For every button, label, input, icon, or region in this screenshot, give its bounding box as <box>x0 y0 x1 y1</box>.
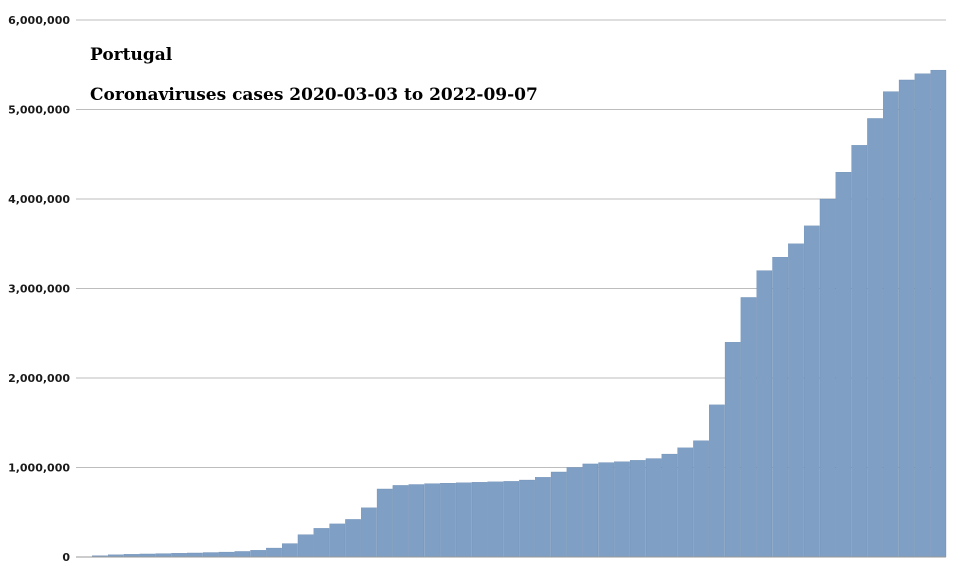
bar <box>629 460 646 558</box>
y-tick-label: 5,000,000 <box>8 104 70 117</box>
bar <box>693 440 709 558</box>
chart-title: Portugal <box>90 45 173 65</box>
bar <box>550 471 567 558</box>
bar <box>329 523 346 558</box>
bar <box>788 243 804 558</box>
bar <box>171 553 187 558</box>
bar <box>313 528 330 558</box>
bar <box>883 91 899 558</box>
bar <box>835 171 852 558</box>
chart-subtitle: Coronaviruses cases 2020-03-03 to 2022-0… <box>90 85 538 105</box>
y-tick-label: 6,000,000 <box>8 14 70 27</box>
bar <box>756 270 773 558</box>
bar <box>645 458 662 558</box>
bar <box>930 69 947 558</box>
y-tick-label: 4,000,000 <box>8 193 70 206</box>
y-tick-label: 0 <box>62 551 70 564</box>
bar-series <box>92 69 947 558</box>
bar <box>709 404 725 558</box>
bar <box>851 145 868 558</box>
bar <box>677 447 694 558</box>
bar <box>535 477 551 558</box>
bar <box>155 553 172 558</box>
bar <box>424 483 440 558</box>
bar <box>914 73 931 558</box>
bar <box>345 519 361 558</box>
bar <box>740 297 757 558</box>
bar <box>867 118 883 558</box>
bar <box>392 485 409 558</box>
bar <box>234 551 251 558</box>
bar <box>724 342 741 558</box>
bar <box>202 552 219 558</box>
bar <box>661 453 678 558</box>
bar <box>598 462 614 558</box>
bar <box>898 79 915 558</box>
bar <box>361 507 377 558</box>
bar <box>582 463 599 558</box>
bar <box>503 481 520 558</box>
y-tick-label: 1,000,000 <box>8 462 70 475</box>
bar <box>519 479 535 558</box>
bar <box>614 461 630 558</box>
bar <box>376 488 393 558</box>
bar <box>471 482 488 558</box>
bar <box>772 257 788 558</box>
bar <box>803 225 820 558</box>
bar <box>440 483 456 558</box>
y-tick-label: 2,000,000 <box>8 372 70 385</box>
bar <box>297 534 314 558</box>
bar <box>408 484 425 558</box>
bar <box>566 467 583 558</box>
bar <box>250 550 266 558</box>
bar <box>266 547 282 558</box>
bar <box>819 198 836 558</box>
bar <box>281 543 298 558</box>
y-tick-label: 3,000,000 <box>8 283 70 296</box>
bar <box>487 481 504 558</box>
bar <box>187 552 203 558</box>
bar <box>455 482 472 558</box>
bar <box>218 551 235 558</box>
y-axis-tick-labels: 0 1,000,000 2,000,000 3,000,000 4,000,000 5,0… <box>8 14 70 564</box>
